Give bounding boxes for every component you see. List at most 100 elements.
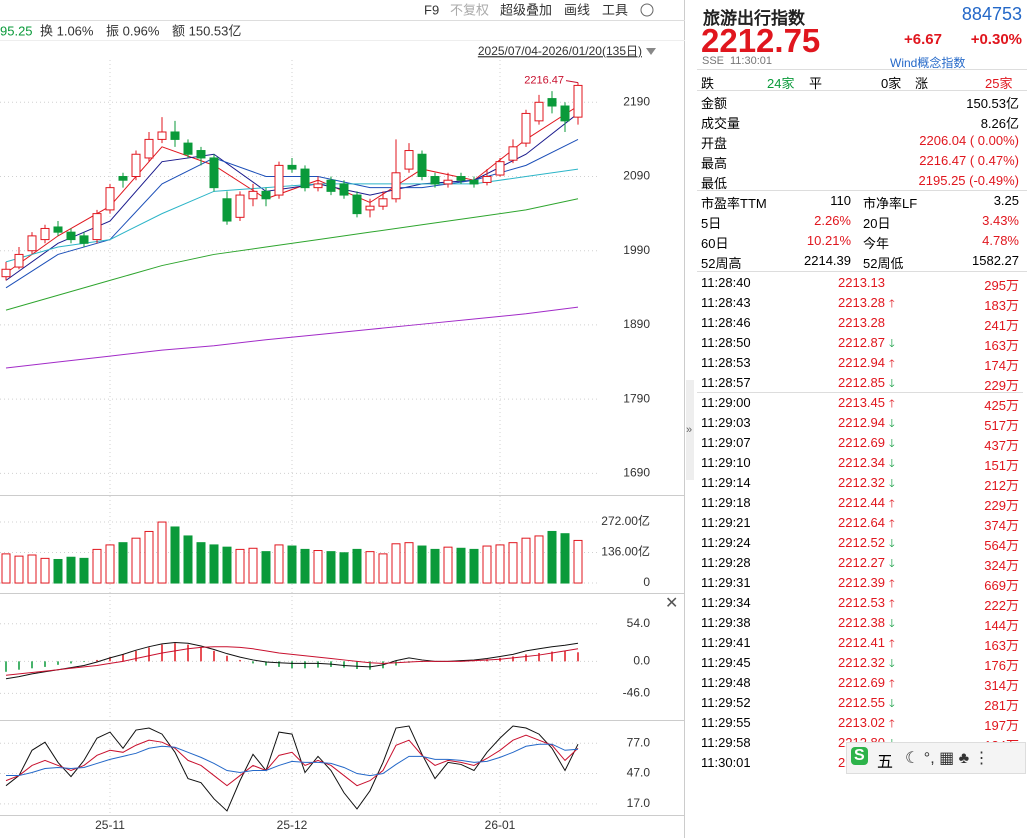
tick-arrow: 🡑 xyxy=(889,578,895,590)
ime-toolbar[interactable]: S 五 ☾ °, ▦ ♣ ⋮ xyxy=(846,742,1026,774)
volume-bar xyxy=(274,544,284,584)
macd-bar xyxy=(369,661,371,670)
candle-body xyxy=(222,198,232,222)
stat-value: 150.53亿 xyxy=(966,96,1019,111)
tick-volume: 374万 xyxy=(984,518,1019,533)
volume-bar xyxy=(222,546,232,584)
separator xyxy=(697,190,1027,191)
range-label[interactable]: 2025/07/04-2026/01/20(135日) xyxy=(478,44,642,58)
toolbar-btn[interactable]: 超级叠加 xyxy=(500,2,552,17)
ratio-value: 2214.39 xyxy=(804,253,851,268)
tick-time: 11:29:10 xyxy=(701,455,751,470)
tick-volume: 295万 xyxy=(984,278,1019,293)
tick-time: 11:29:07 xyxy=(701,435,751,450)
tick-row: 11:29:31 2212.39 🡑 669万 xyxy=(697,573,1023,593)
x-tick-label: 26-01 xyxy=(485,818,516,832)
max-pointer xyxy=(565,80,579,84)
tick-time: 11:29:21 xyxy=(701,515,751,530)
index-code: 884753 xyxy=(961,4,1022,24)
candle-body xyxy=(144,138,154,159)
macd-bar xyxy=(109,657,111,662)
tick-row: 11:29:38 2212.38 🡓 144万 xyxy=(697,613,1023,633)
macd-bar xyxy=(148,647,150,662)
candle-body xyxy=(248,190,258,200)
macd-bar xyxy=(200,647,202,662)
macd-bar xyxy=(83,661,85,663)
tick-arrow: 🡑 xyxy=(889,598,895,610)
stat-label: 成交量 xyxy=(701,116,741,131)
exchange: SSE xyxy=(702,55,725,67)
tick-row: 11:29:14 2212.32 🡓 212万 xyxy=(697,473,1023,493)
candle-body xyxy=(365,205,375,211)
tick-price: 2212.52 xyxy=(838,535,885,550)
candle-body xyxy=(495,161,505,176)
collapse-handle[interactable]: » xyxy=(686,380,694,480)
tick-price: 2212.64 xyxy=(838,515,885,530)
tick-time: 11:29:55 xyxy=(701,715,751,730)
toolbar-btn[interactable]: F9 xyxy=(424,2,439,17)
macd-bar xyxy=(265,661,267,666)
toolbar-btn[interactable]: 不复权 xyxy=(450,2,489,17)
tick-row: 11:29:41 2212.41 🡑 163万 xyxy=(697,633,1023,653)
volume-bar xyxy=(118,542,128,584)
candle-body xyxy=(352,194,362,215)
tick-price: 2212.39 xyxy=(838,575,885,590)
candle-body xyxy=(118,176,128,181)
candle-body xyxy=(456,176,466,181)
info-amplitude: 振 0.96% xyxy=(106,23,160,38)
indicator-line xyxy=(5,734,579,787)
volume-bar xyxy=(391,543,401,584)
tick-volume: 241万 xyxy=(984,318,1019,333)
indicator-line xyxy=(5,306,579,369)
candle-body xyxy=(287,164,297,170)
ratio-row: 60日 10.21% 今年 4.78% xyxy=(697,231,1023,251)
chart-bg xyxy=(0,0,685,838)
tick-row: 11:29:21 2212.64 🡑 374万 xyxy=(697,513,1023,533)
separator xyxy=(697,271,1027,272)
tick-volume: 314万 xyxy=(984,678,1019,693)
tick-row: 11:28:53 2212.94 🡑 174万 xyxy=(697,353,1023,373)
volume-bar xyxy=(417,545,427,584)
tick-row: 11:29:18 2212.44 🡑 229万 xyxy=(697,493,1023,513)
ratio-value: 3.43% xyxy=(982,213,1019,228)
toolbar-btn[interactable]: 画线 xyxy=(564,2,590,17)
tick-row: 11:28:43 2213.28 🡑 183万 xyxy=(697,293,1023,313)
macd-bar xyxy=(213,650,215,662)
candle-body xyxy=(443,179,453,185)
tick-volume: 437万 xyxy=(984,438,1019,453)
indicator-line xyxy=(5,646,579,676)
tick-price: 2212.32 xyxy=(838,655,885,670)
info-low: 95.25 xyxy=(0,23,33,38)
candle-body xyxy=(131,153,141,178)
indicator-line xyxy=(5,725,579,812)
category[interactable]: Wind概念指数 xyxy=(890,56,966,70)
y-tick-label: 2090 xyxy=(623,169,650,183)
ime-mode: 五 xyxy=(877,754,894,771)
candle-body xyxy=(105,187,115,211)
tick-time: 11:29:00 xyxy=(701,395,751,410)
tick-arrow: 🡑 xyxy=(889,678,895,690)
y-tick-label: 77.0 xyxy=(627,735,651,749)
chart-area: 95.25 换 1.06% 振 0.96% 额 150.53亿 F9 不复权 超… xyxy=(0,0,685,838)
tick-time: 11:29:41 xyxy=(701,635,751,650)
value: 24家 xyxy=(767,76,795,91)
stat-row: 成交量 8.26亿 xyxy=(697,111,1023,131)
close-btn[interactable]: ✕ xyxy=(665,595,678,612)
macd-bar xyxy=(31,661,33,669)
macd-bar xyxy=(551,651,553,662)
volume-bar xyxy=(261,551,271,584)
toolbar-btn[interactable]: 工具 xyxy=(602,2,628,17)
macd-bar xyxy=(317,661,319,668)
y-tick-label: -46.0 xyxy=(623,686,651,700)
candle-body xyxy=(534,101,544,122)
candle-body xyxy=(469,179,479,185)
volume-bar xyxy=(495,544,505,584)
settings-icon[interactable] xyxy=(640,3,654,17)
candle-body xyxy=(27,235,37,252)
tick-price: 2213.02 xyxy=(838,715,885,730)
tick-volume: 425万 xyxy=(984,398,1019,413)
candle-body xyxy=(521,112,531,144)
macd-bar xyxy=(239,659,241,662)
volume-bar xyxy=(339,552,349,584)
range-dropdown[interactable] xyxy=(646,48,656,55)
